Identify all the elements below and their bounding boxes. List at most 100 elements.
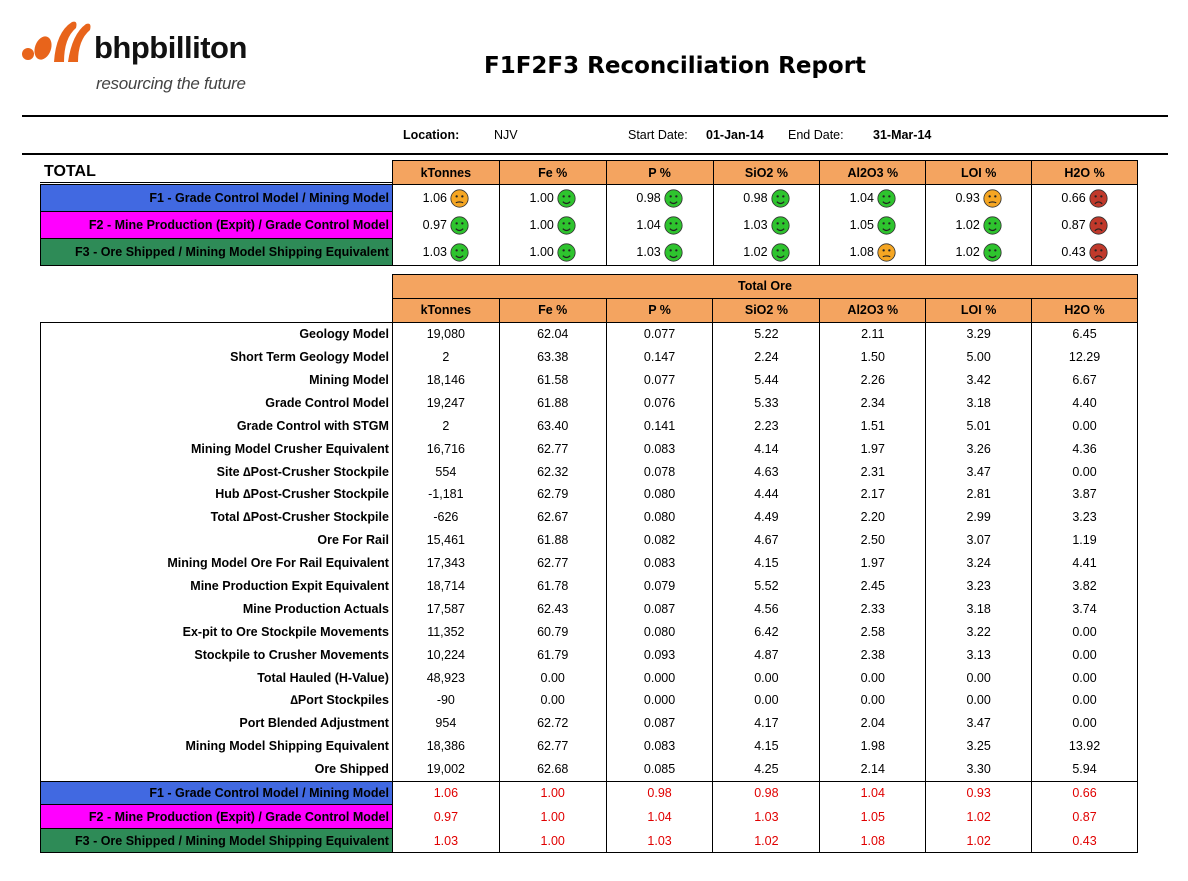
table-cell: 0.083 (605, 734, 714, 758)
row-label: Total ∆Post-Crusher Stockpile (40, 505, 393, 529)
table-cell: 3.29 (925, 322, 1033, 346)
location-value: NJV (494, 128, 518, 142)
table-row: Port Blended Adjustment 954 62.72 0.087 4.17… (40, 711, 1138, 735)
table-cell: 16,716 (391, 437, 500, 461)
table-cell: 2.17 (819, 483, 927, 506)
table-cell: 3.47 (925, 711, 1033, 735)
table-cell: 0.077 (605, 322, 714, 346)
table-cell: -626 (391, 505, 500, 529)
table-cell: 6.67 (1031, 368, 1138, 392)
table-cell: 3.42 (925, 368, 1033, 392)
company-tagline: resourcing the future (96, 74, 246, 93)
red-status-face-icon (1089, 243, 1108, 262)
table-cell: 3.18 (925, 391, 1033, 415)
table-cell: 19,247 (391, 391, 500, 415)
table-cell: 62.72 (498, 711, 607, 735)
table-cell: 1.97 (819, 551, 927, 575)
summary-value: 1.03 (636, 244, 661, 259)
col-header-sio2: SiO2 % (712, 160, 821, 185)
company-name: bhpbilliton (94, 30, 247, 65)
table-cell: -90 (391, 689, 500, 712)
green-status-face-icon (557, 243, 576, 262)
factor-cell: 1.06 (391, 780, 500, 805)
table-cell: 18,146 (391, 368, 500, 392)
summary-cell: 0.98 (712, 184, 821, 212)
table-cell: 0.00 (925, 666, 1033, 690)
summary-cell: 1.04 (819, 184, 927, 212)
row-label: Hub ∆Post-Crusher Stockpile (40, 483, 393, 506)
table-cell: 0.079 (605, 574, 714, 598)
col-header-loi: LOI % (925, 160, 1033, 185)
table-cell: 954 (391, 711, 500, 735)
table-cell: 0.00 (1031, 643, 1138, 667)
green-status-face-icon (877, 216, 896, 235)
total-section-rule (40, 182, 392, 183)
red-status-face-icon (1089, 189, 1108, 209)
table-cell: 18,386 (391, 734, 500, 758)
table-cell: 3.07 (925, 528, 1033, 552)
summary-cell: 0.66 (1031, 184, 1138, 212)
detail-col-header-p: P % (605, 297, 714, 323)
summary-value: 1.03 (743, 218, 768, 232)
meta-rule (22, 153, 1168, 155)
table-cell: 0.00 (1031, 711, 1138, 735)
summary-cell: 1.02 (712, 238, 821, 266)
table-cell: 2 (391, 414, 500, 438)
factor-cell: 0.43 (1031, 828, 1138, 854)
summary-table: kTonnes Fe % P % SiO2 % Al2O3 % LOI % H2… (40, 160, 1138, 266)
table-cell: 1.97 (819, 437, 927, 461)
table-cell: 4.36 (1031, 437, 1138, 461)
table-cell: 62.68 (498, 757, 607, 782)
table-cell: 4.15 (712, 734, 821, 758)
summary-cell: 0.87 (1031, 211, 1138, 239)
summary-value: 1.02 (955, 244, 980, 259)
factor-cell: 1.00 (498, 780, 607, 805)
table-cell: 13.92 (1031, 734, 1138, 758)
table-cell: 2.33 (819, 597, 927, 621)
table-cell: 61.78 (498, 574, 607, 598)
table-cell: 2.99 (925, 505, 1033, 529)
table-cell: 6.45 (1031, 322, 1138, 346)
factor-row-label: F2 - Mine Production (Expit) / Grade Con… (40, 804, 393, 830)
factor-row: F3 - Ore Shipped / Mining Model Shipping… (40, 828, 1138, 854)
total-section-label: TOTAL (44, 163, 96, 180)
summary-value: 1.00 (529, 191, 554, 206)
table-cell: 63.38 (498, 345, 607, 369)
green-status-face-icon (771, 243, 790, 262)
factor-cell: 1.08 (819, 828, 927, 854)
table-cell: 4.17 (712, 711, 821, 735)
summary-row: F1 - Grade Control Model / Mining Model 1… (40, 184, 1138, 212)
detail-group-header-row: Total Ore (41, 274, 1139, 299)
table-cell: 0.00 (498, 689, 607, 712)
green-status-face-icon (664, 189, 683, 209)
table-cell: 0.087 (605, 711, 714, 735)
end-date-label: End Date: (788, 128, 844, 142)
green-status-face-icon (877, 189, 896, 209)
summary-value: 1.00 (529, 218, 554, 232)
row-label: Mining Model Shipping Equivalent (40, 734, 393, 758)
table-cell: 5.44 (712, 368, 821, 392)
table-cell: 2.81 (925, 483, 1033, 506)
table-cell: 0.00 (1031, 620, 1138, 644)
detail-col-header-al2o3: Al2O3 % (819, 297, 927, 323)
table-cell: 3.30 (925, 757, 1033, 782)
table-cell: 12.29 (1031, 345, 1138, 369)
table-cell: 2.04 (819, 711, 927, 735)
table-cell: 3.25 (925, 734, 1033, 758)
row-label: Grade Control Model (40, 391, 393, 415)
factor-cell: 1.02 (712, 828, 821, 854)
table-cell: 62.77 (498, 437, 607, 461)
table-cell: 0.00 (712, 689, 821, 712)
table-cell: 62.77 (498, 734, 607, 758)
table-cell: 0.087 (605, 597, 714, 621)
factor-cell: 1.00 (498, 804, 607, 829)
summary-value: 0.97 (422, 218, 448, 232)
table-cell: 10,224 (391, 643, 500, 667)
table-row: Grade Control Model 19,247 61.88 0.076 5.33 2… (40, 391, 1138, 415)
detail-col-header-ktonnes: kTonnes (391, 297, 500, 323)
summary-cell: 1.04 (605, 211, 714, 239)
row-label: Mining Model Crusher Equivalent (40, 437, 393, 461)
row-label: Site ∆Post-Crusher Stockpile (40, 460, 393, 484)
summary-cell: 1.05 (819, 211, 927, 239)
top-rule (22, 115, 1168, 117)
